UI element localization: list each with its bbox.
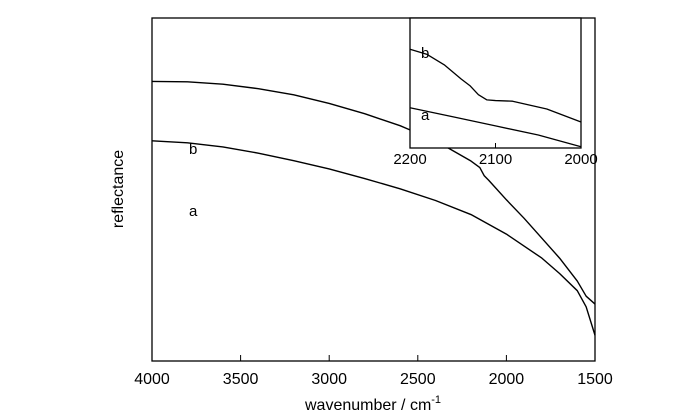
- x-tick-label: 3000: [311, 371, 347, 388]
- inset-chart: 2200 2100 2000 b a: [393, 17, 598, 168]
- x-axis-title-superscript: -1: [431, 394, 441, 406]
- inset-x-tick-label: 2100: [479, 151, 512, 168]
- x-tick-label: 2000: [489, 371, 525, 388]
- series-label-a: a: [189, 203, 198, 220]
- x-tick-label: 4000: [134, 371, 170, 388]
- inset-series-label-a: a: [421, 107, 430, 124]
- x-axis-title-text: wavenumber / cm: [304, 397, 431, 414]
- x-tick-label: 3500: [223, 371, 259, 388]
- x-tick-label: 2500: [400, 371, 436, 388]
- inset-x-tick-label: 2200: [393, 151, 426, 168]
- inset-series-label-b: b: [421, 45, 429, 62]
- series-line-b: [151, 80, 596, 305]
- inset-series-line-a: [409, 107, 582, 148]
- inset-plot-frame: [409, 17, 582, 149]
- inset-series-line-b: [409, 48, 582, 123]
- x-tick-label: 1500: [577, 371, 613, 388]
- y-axis-title: reflectance: [110, 150, 127, 228]
- inset-x-tick-label: 2000: [564, 151, 597, 168]
- series-label-b: b: [189, 141, 197, 158]
- x-axis-title: wavenumber / cm-1: [304, 394, 441, 414]
- series-line-a: [151, 140, 596, 336]
